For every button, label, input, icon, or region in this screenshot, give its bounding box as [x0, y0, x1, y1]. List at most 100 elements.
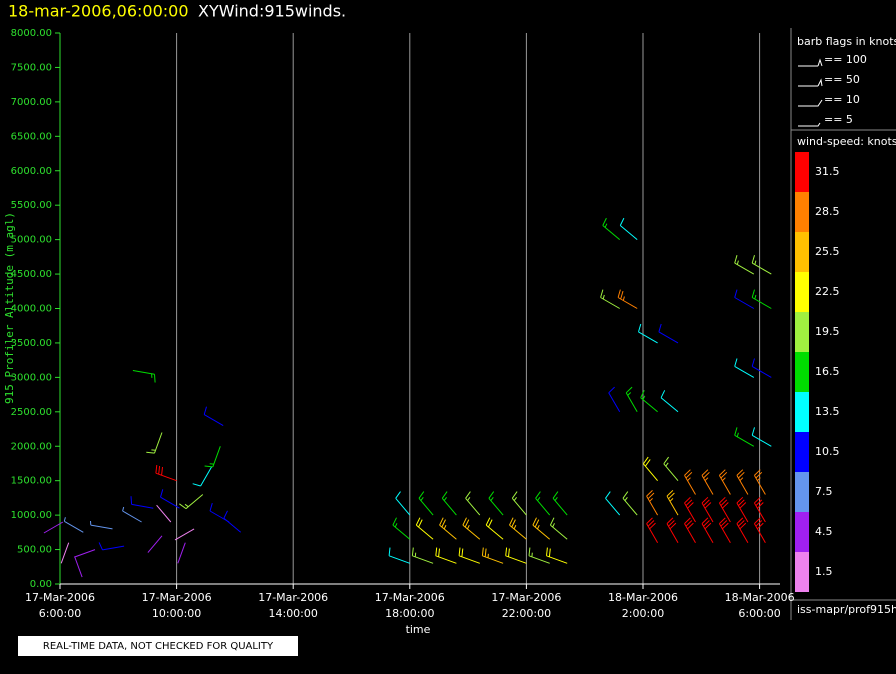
colorbar-swatch	[795, 272, 809, 312]
wind-barb	[174, 528, 195, 541]
y-tick-label: 5000.00	[11, 235, 52, 246]
colorbar-label: 16.5	[815, 365, 840, 378]
wind-barb	[638, 323, 658, 344]
wind-barb	[602, 217, 621, 240]
y-tick-label: 5500.00	[11, 200, 52, 211]
wind-barb	[160, 489, 180, 509]
y-tick-label: 2500.00	[11, 407, 52, 418]
colorbar-label: 22.5	[815, 285, 840, 298]
y-tick-label: 0.00	[30, 579, 52, 590]
wind-barb	[751, 255, 772, 275]
wind-barb	[418, 491, 434, 516]
wind-barb	[734, 255, 755, 275]
y-tick-label: 1000.00	[11, 510, 52, 521]
colorbar-label: 25.5	[815, 245, 840, 258]
wind-barb	[130, 496, 154, 509]
wind-barb	[734, 358, 755, 378]
wind-barb	[718, 517, 731, 543]
colorbar-swatch	[795, 152, 809, 192]
wind-barb	[74, 549, 96, 558]
wind-barb	[179, 494, 204, 510]
y-tick-label: 7500.00	[11, 62, 52, 73]
y-tick-label: 8000.00	[11, 28, 52, 39]
barb-legend-item: == 10	[824, 93, 860, 106]
wind-barb	[753, 517, 766, 543]
barb-icon	[798, 122, 821, 127]
wind-barb	[411, 547, 434, 564]
colorbar-title: wind-speed: knots	[797, 135, 896, 148]
colorbar-swatch	[795, 552, 809, 592]
colorbar-label: 28.5	[815, 205, 840, 218]
wind-barb	[734, 289, 755, 309]
wind-barb	[485, 517, 504, 540]
wind-barb	[625, 386, 638, 413]
colorbar-swatch	[795, 352, 809, 392]
wind-barb	[666, 517, 679, 543]
wind-barb	[753, 496, 766, 523]
wind-barb	[701, 469, 714, 495]
wind-barb	[666, 490, 679, 516]
wind-barb	[751, 289, 772, 309]
wind-barb	[458, 547, 480, 564]
wind-barb	[684, 496, 696, 523]
x-tick-label: 17-Mar-2006	[25, 591, 95, 604]
x-tick-label: 2:00:00	[622, 607, 664, 620]
wind-barb	[535, 491, 551, 516]
x-tick-label: 17-Mar-2006	[491, 591, 561, 604]
wind-barb	[511, 491, 527, 516]
y-tick-label: 2000.00	[11, 441, 52, 452]
wind-barb	[718, 496, 731, 523]
x-tick-label: 17-Mar-2006	[375, 591, 445, 604]
wind-barb	[441, 491, 457, 516]
colorbar-swatch	[795, 192, 809, 232]
barb-icon	[798, 78, 823, 87]
y-tick-label: 4500.00	[11, 269, 52, 280]
wind-barb	[646, 517, 659, 543]
wind-barb	[546, 547, 568, 564]
wind-barb	[435, 547, 457, 564]
y-tick-label: 3500.00	[11, 338, 52, 349]
wind-barb	[392, 517, 411, 540]
wind-barb	[74, 556, 83, 578]
wind-barb	[98, 542, 125, 551]
y-tick-label: 6000.00	[11, 166, 52, 177]
wind-barb	[658, 323, 679, 344]
x-tick-label: 17-Mar-2006	[258, 591, 328, 604]
wind-barb	[465, 491, 481, 516]
x-tick-label: 6:00:00	[39, 607, 81, 620]
notice: REAL-TIME DATA, NOT CHECKED FOR QUALITY	[43, 641, 274, 652]
wind-barb	[718, 469, 731, 495]
wind-barb	[701, 496, 714, 523]
barb-icon	[798, 99, 823, 107]
barb-legend-item: == 50	[824, 73, 860, 86]
barb-legend-icons	[798, 58, 823, 127]
wind-barb	[122, 506, 142, 523]
wind-barb	[204, 446, 221, 468]
x-tick-label: 14:00:00	[268, 607, 317, 620]
wind-barb	[177, 542, 186, 564]
wind-barb	[43, 521, 64, 534]
notice-box	[18, 636, 298, 656]
wind-barb	[734, 427, 755, 447]
y-tick-label: 1500.00	[11, 476, 52, 487]
colorbar-label: 7.5	[815, 485, 833, 498]
wind-barb	[192, 466, 213, 487]
colorbar-label: 13.5	[815, 405, 840, 418]
wind-barb	[736, 496, 749, 523]
y-tick-label: 4000.00	[11, 304, 52, 315]
x-tick-label: 18-Mar-2006	[725, 591, 795, 604]
y-tick-label: 7000.00	[11, 97, 52, 108]
wind-barb	[156, 504, 172, 523]
wind-barb	[155, 464, 177, 482]
wind-barb	[528, 547, 550, 564]
y-axis-label: 915 Profiler Altitude (m agl)	[3, 212, 16, 404]
colorbar-label: 31.5	[815, 165, 840, 178]
title-time: 18-mar-2006,06:00:00	[8, 2, 189, 21]
y-tick-label: 3000.00	[11, 372, 52, 383]
wind-barb	[509, 517, 527, 540]
wind-barb	[622, 491, 638, 516]
wind-barb	[223, 510, 242, 533]
chart-title: XYWind:915winds.	[198, 2, 346, 21]
